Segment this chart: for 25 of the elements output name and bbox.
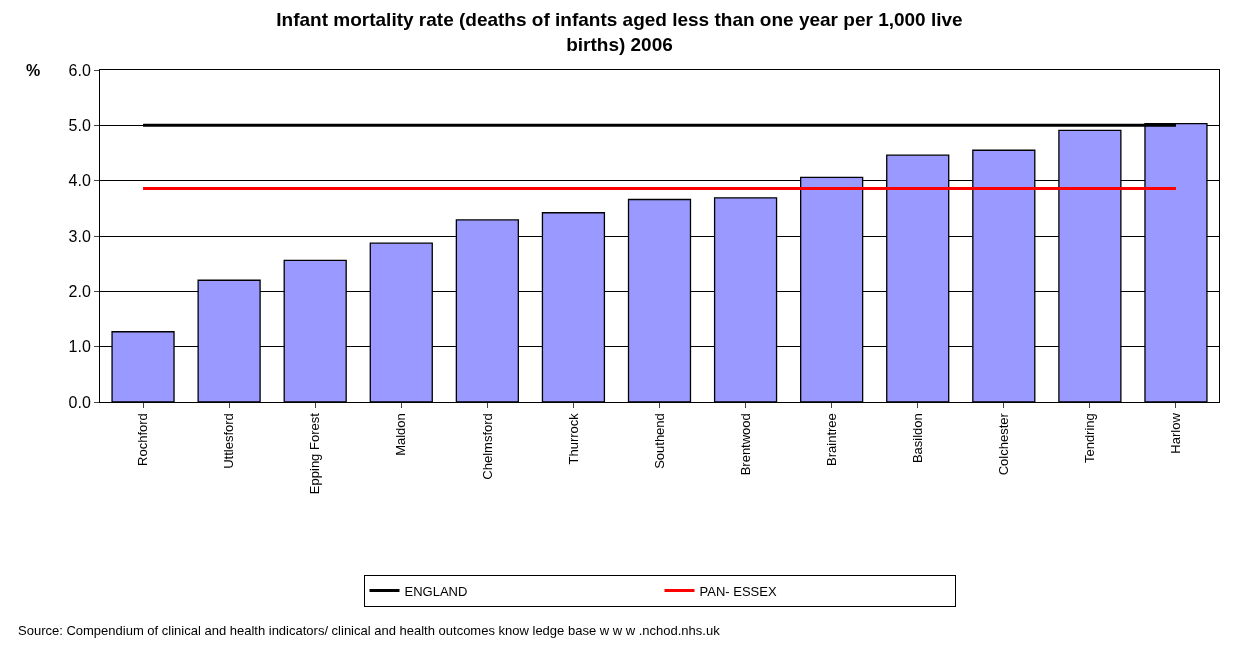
chart-title: Infant mortality rate (deaths of infants aged less than one year per 1,000 live births) 2006: [276, 8, 963, 55]
x-tick-label: Rochford: [135, 413, 151, 466]
y-tick-label: 2.0: [68, 282, 91, 300]
x-tick-label: Thurrock: [565, 412, 581, 465]
y-tick-label: 3.0: [68, 227, 91, 245]
x-tick-label: Tendring: [1082, 413, 1098, 464]
x-tick-label: Braintree: [823, 413, 839, 466]
legend-label: PAN- ESSEX: [699, 583, 777, 599]
y-tick-label: 1.0: [68, 338, 91, 356]
x-tick-label: Colchester: [996, 412, 1012, 476]
x-tick-label: Brentwood: [737, 413, 753, 476]
x-tick-label: Chelmsford: [479, 413, 495, 480]
x-tick-label: Epping Forest: [307, 412, 323, 495]
x-tick-label: Maldon: [393, 413, 409, 456]
y-tick-label: 6.0: [68, 61, 91, 79]
x-tick-label: Harlow: [1168, 412, 1184, 454]
y-tick-label: 5.0: [68, 116, 91, 134]
y-tick-label: 4.0: [68, 172, 91, 190]
source-note: Source: Compendium of clinical and health indicators/ clinical and health outcomes know ledge base w w w .nchod.nhs.uk: [18, 623, 721, 638]
y-tick-label: 0.0: [68, 393, 91, 411]
x-tick-label: Basildon: [909, 413, 925, 464]
y-axis-title: %: [26, 62, 41, 79]
legend-label: ENGLAND: [404, 583, 468, 599]
x-tick-label: Uttlesford: [221, 413, 237, 469]
x-tick-label: Southend: [651, 413, 667, 469]
